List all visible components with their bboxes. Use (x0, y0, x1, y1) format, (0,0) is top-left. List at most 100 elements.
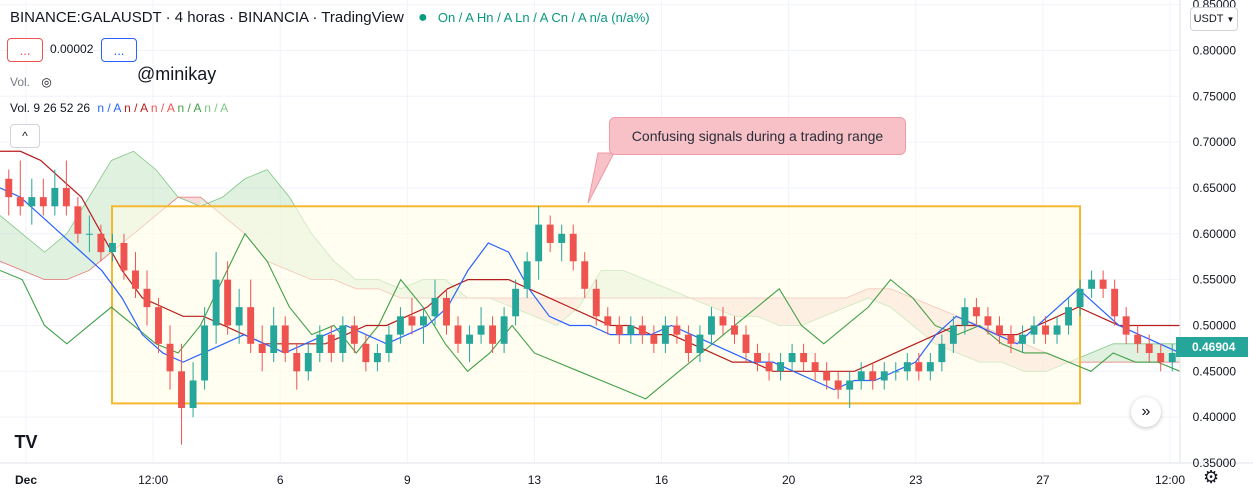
tenkan-value: n / A (97, 101, 121, 115)
time-axis[interactable]: Dec 12:00 6 9 13 16 20 23 27 12:00 (15, 473, 1185, 487)
candle-body (719, 316, 727, 326)
candle-body (304, 352, 312, 372)
candle-body (684, 334, 692, 353)
candle-body (1088, 279, 1096, 289)
candle-body (846, 380, 854, 390)
candle-body (454, 325, 462, 344)
candle-body (650, 334, 658, 344)
candle-body (420, 316, 427, 326)
candle-body (189, 380, 197, 408)
time-tick-label: 12:00 (138, 473, 168, 487)
collapse-legend-button[interactable]: ^ (10, 124, 40, 148)
candle-body (85, 233, 93, 235)
candle-body (396, 316, 404, 335)
candle-body (615, 325, 623, 335)
candle-body (984, 316, 992, 326)
candle-body (212, 279, 220, 326)
candle-body (949, 325, 957, 344)
candle-body (28, 197, 36, 207)
time-tick-label: 6 (277, 473, 284, 487)
cloud-segment (44, 233, 67, 280)
candle-body (731, 325, 738, 335)
candlesticks (5, 160, 1176, 445)
candle-body (1065, 307, 1073, 326)
provider-label: TradingView (321, 9, 404, 26)
buy-price-box[interactable]: ... (101, 38, 137, 62)
candle-body (132, 270, 139, 289)
candle-body (708, 316, 715, 335)
scroll-to-realtime-button[interactable]: » (1131, 397, 1161, 427)
candle-body (201, 325, 209, 381)
candle-body (408, 316, 416, 326)
indicator-lines (0, 150, 1181, 400)
time-tick-label: 16 (655, 473, 669, 487)
candle-body (777, 362, 785, 372)
candle-body (258, 343, 266, 353)
price-axis[interactable]: 0.35000 0.40000 0.45000 0.50000 0.55000 0.600… (1193, 0, 1237, 470)
candle-body (1145, 343, 1153, 353)
candle-body (834, 380, 842, 390)
tenkan-line (0, 187, 1181, 391)
candle-body (247, 307, 255, 344)
candle-body (592, 288, 600, 317)
double-chevron-right-icon: » (1141, 403, 1151, 420)
currency-label: USDT (1193, 13, 1224, 25)
candle-body (938, 343, 946, 363)
candle-body (961, 307, 969, 326)
candle-body (235, 307, 243, 326)
candle-body (788, 352, 796, 363)
price-tick-label: 0.85000 (1193, 0, 1237, 12)
time-tick-label: Dec (15, 473, 37, 487)
cloud-segment (0, 215, 23, 271)
candle-body (224, 279, 232, 326)
callout-pointer (587, 152, 615, 204)
market-status-icon: ● (418, 9, 428, 26)
candle-body (995, 325, 1003, 335)
ichimoku-legend: Vol. 9 26 52 26 n / A n / A n / A n / A … (10, 101, 228, 115)
time-tick-label: 13 (528, 473, 542, 487)
candle-body (373, 352, 381, 363)
tradingview-logo-icon[interactable]: TV (14, 431, 38, 452)
candle-body (431, 297, 439, 317)
candle-body (443, 297, 450, 326)
candle-body (293, 352, 301, 372)
annotation-callout[interactable]: Confusing signals during a trading range (609, 117, 906, 155)
candle-body (972, 307, 980, 317)
candle-body (350, 325, 358, 344)
ichimoku-params: Vol. 9 26 52 26 (10, 101, 91, 115)
sell-price-box[interactable]: ... (7, 38, 43, 62)
candle-body (696, 334, 704, 353)
currency-selector[interactable]: USDT ▼ (1190, 7, 1238, 31)
candle-body (39, 197, 47, 207)
symbol-header: BINANCE:GALAUSDT · 4 horas · BINANCIA · … (10, 9, 650, 26)
time-tick-label: 23 (909, 473, 923, 487)
candle-body (926, 362, 934, 372)
candle-body (823, 371, 831, 381)
interval-label[interactable]: 4 horas (174, 9, 225, 26)
price-tick-label: 0.75000 (1193, 89, 1237, 103)
price-tick-label: 0.40000 (1193, 410, 1237, 424)
volume-label-row: Vol. ◎ (10, 75, 52, 89)
chevron-down-icon: ▼ (1226, 14, 1235, 24)
candle-body (661, 325, 669, 344)
price-tick-label: 0.55000 (1193, 273, 1237, 287)
candle-body (316, 334, 324, 353)
span-a-value: n / A (204, 101, 229, 115)
eye-hidden-icon[interactable]: ◎ (41, 75, 52, 89)
symbol-name[interactable]: BINANCE:GALAUSDT (10, 9, 162, 26)
candle-body (1099, 279, 1107, 289)
candle-body (903, 362, 911, 372)
candle-body (627, 325, 635, 335)
candle-body (512, 288, 520, 317)
candle-body (155, 307, 162, 344)
candle-body (74, 206, 82, 234)
price-tick-label: 0.70000 (1193, 135, 1237, 149)
lagging-value: n / A (177, 101, 201, 115)
gear-icon[interactable]: ⚙ (1203, 467, 1220, 487)
candle-body (477, 325, 485, 335)
candle-body (1122, 316, 1130, 335)
candle-body (800, 352, 808, 363)
candle-body (892, 371, 900, 373)
candle-body (466, 334, 473, 344)
